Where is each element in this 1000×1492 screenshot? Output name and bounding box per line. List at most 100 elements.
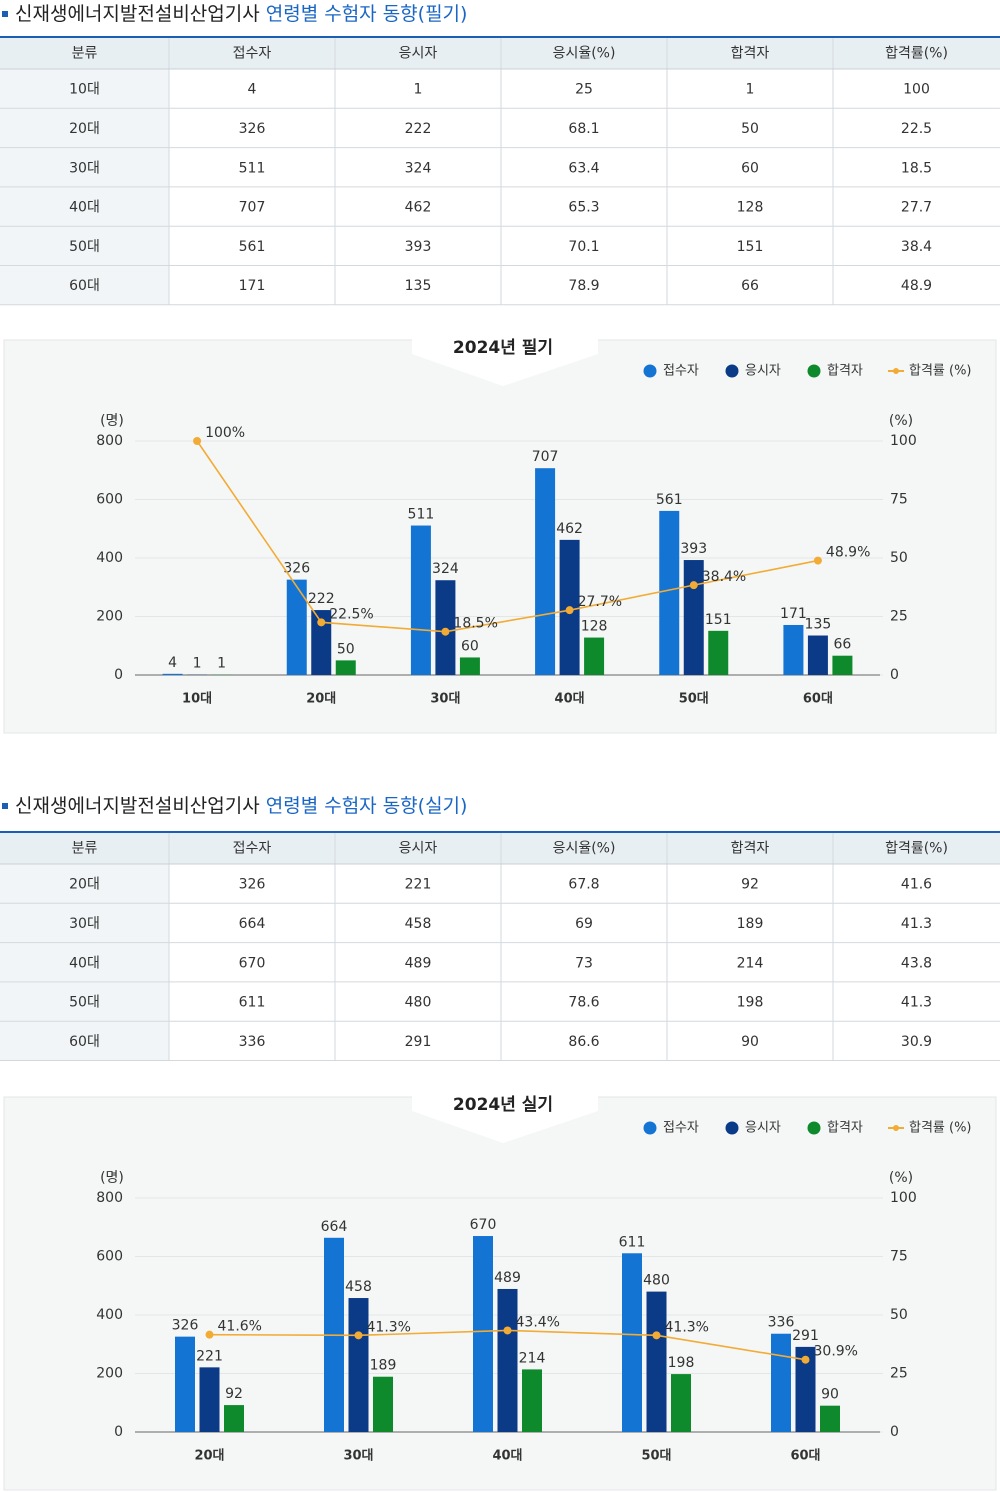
table-cell: 60대 [69,278,100,294]
table-cell: 10대 [69,82,100,98]
title-bullet [2,11,8,17]
y2-tick-label: 25 [890,1366,908,1382]
table-cell: 4 [248,82,257,98]
y2-axis-label: (%) [889,413,913,429]
rate-point [354,1331,363,1340]
bar [683,560,704,675]
bar-value-label: 324 [432,561,459,577]
rate-label: 30.9% [814,1344,858,1360]
table-cell: 100 [903,82,930,98]
y-tick-label: 400 [96,550,123,566]
x-tick-label: 30대 [430,692,460,707]
table-cell: 198 [737,995,764,1011]
legend-label: 합격자 [827,1121,863,1136]
rate-label: 41.6% [218,1319,262,1335]
bar-value-label: 222 [308,591,335,607]
bar [459,657,480,675]
bar-value-label: 336 [768,1315,795,1331]
y2-tick-label: 100 [890,433,917,449]
table-cell: 18.5 [901,160,932,176]
rate-point [801,1355,810,1364]
legend-swatch [807,1121,821,1135]
y2-tick-label: 25 [890,609,908,625]
bar [435,580,456,675]
legend-swatch [807,364,821,378]
rate-label: 41.3% [367,1319,411,1335]
table-header-cell: 합격률(%) [885,46,948,62]
bar [832,655,853,675]
table-cell: 561 [239,239,266,255]
rate-point [441,627,450,636]
bar-value-label: 489 [494,1270,521,1286]
rate-label: 27.7% [578,594,622,610]
bar-value-label: 135 [805,617,832,633]
bar [311,610,332,675]
title-accent: 연령별 수험자 동향(필기) [266,3,468,25]
x-tick-label: 30대 [343,1449,373,1464]
y2-tick-label: 75 [890,492,908,508]
table-header-bg [0,831,1000,864]
bar [199,1367,220,1432]
table-header-bg [0,36,1000,69]
table-cell: 30대 [69,916,100,932]
rate-label: 41.3% [665,1319,709,1335]
bar-value-label: 1 [193,656,202,672]
bar-value-label: 214 [519,1350,546,1366]
bar-value-label: 151 [705,612,732,628]
bar [162,673,183,675]
bar-value-label: 670 [470,1217,497,1233]
bar-value-label: 326 [172,1318,199,1334]
bar [646,1291,667,1432]
table-header-cell: 접수자 [233,841,272,857]
table-header-cell: 응시율(%) [553,46,616,62]
rate-label: 43.4% [516,1314,560,1330]
bar [286,579,307,675]
bar-value-label: 189 [370,1358,397,1374]
x-tick-label: 20대 [306,692,336,707]
legend-swatch [643,364,657,378]
bar-value-label: 128 [581,619,608,635]
table-cell: 66 [741,278,759,294]
table-cell: 73 [575,955,593,971]
bar-value-label: 92 [225,1386,243,1402]
table-cell: 63.4 [568,160,599,176]
legend-label: 합격률 (%) [909,364,972,379]
table-cell: 511 [239,160,266,176]
y-tick-label: 600 [96,492,123,508]
table-cell: 92 [741,877,759,893]
table-cell: 78.9 [568,278,599,294]
bar [783,624,804,675]
chart-title: 2024년 실기 [453,1095,553,1115]
table-cell: 135 [405,278,432,294]
table-header-cell: 합격률(%) [885,841,948,857]
y2-tick-label: 50 [890,1307,908,1323]
table-header-cell: 응시자 [399,841,438,857]
rate-label: 18.5% [453,616,497,632]
y-tick-label: 800 [96,433,123,449]
y-tick-label: 400 [96,1307,123,1323]
section-title: 신재생에너지발전설비산업기사 연령별 수험자 동향(필기) [15,3,467,25]
y-tick-label: 800 [96,1190,123,1206]
bar-value-label: 462 [556,521,583,537]
table-cell: 30대 [69,160,100,176]
table-cell: 128 [737,200,764,216]
bar [522,1369,542,1432]
table-cell: 171 [239,278,266,294]
rate-line [196,440,819,633]
y2-tick-label: 75 [890,1249,908,1265]
table-cell: 458 [405,916,432,932]
bar [807,635,828,675]
bar-value-label: 511 [408,507,435,523]
y-tick-label: 0 [114,667,123,683]
bar-value-label: 171 [780,606,807,622]
rate-point [205,1330,214,1339]
table-cell: 324 [405,160,432,176]
table-cell: 86.6 [568,1034,599,1050]
table-header-cell: 접수자 [233,46,272,62]
bar-value-label: 60 [461,638,479,654]
rate-point [503,1326,512,1335]
table-cell: 50 [741,121,759,137]
rate-label: 100% [205,425,245,441]
table-cell: 20대 [69,121,100,137]
